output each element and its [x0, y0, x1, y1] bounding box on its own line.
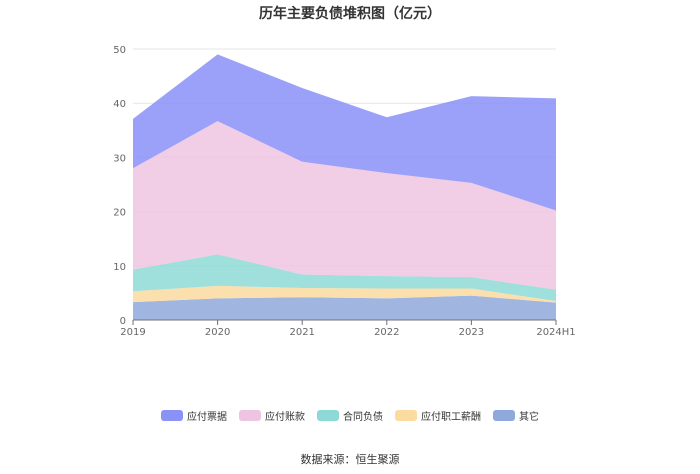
legend-swatch [317, 410, 339, 421]
legend-item[interactable]: 合同负债 [317, 408, 383, 423]
legend-item[interactable]: 应付票据 [161, 408, 227, 423]
area-series-4 [133, 54, 556, 211]
source-note: 数据来源：恒生聚源 [300, 453, 400, 466]
chart-title: 历年主要负债堆积图（亿元） [259, 6, 441, 22]
x-tick-label: 2021 [289, 327, 314, 338]
y-tick-label: 30 [113, 153, 126, 164]
legend-swatch [239, 410, 261, 421]
y-tick-label: 20 [113, 208, 126, 219]
y-tick-label: 50 [113, 45, 126, 56]
area-series-0 [133, 295, 556, 320]
axes: 0 10 20 30 40 50 2019 2020 2021 2022 2023 2024H1 [113, 45, 575, 338]
legend-item[interactable]: 应付账款 [239, 408, 305, 423]
legend-label: 应付票据 [187, 412, 227, 423]
x-tick-label: 2020 [205, 327, 230, 338]
legend-label: 其它 [519, 412, 539, 423]
x-tick-label: 2023 [459, 327, 484, 338]
stacked-areas [133, 54, 556, 320]
legend-label: 应付账款 [265, 412, 305, 423]
y-tick-label: 40 [113, 99, 126, 110]
legend-item[interactable]: 应付职工薪酬 [395, 408, 481, 423]
y-tick-label: 10 [113, 262, 126, 273]
legend: 应付票据 应付账款 合同负债 应付职工薪酬 其它 [0, 408, 700, 423]
legend-swatch [395, 410, 417, 421]
legend-swatch [493, 410, 515, 421]
legend-label: 合同负债 [343, 412, 383, 423]
y-tick-label: 0 [120, 316, 126, 327]
area-series-3 [133, 121, 556, 290]
x-tick-label: 2022 [374, 327, 399, 338]
legend-item[interactable]: 其它 [493, 408, 539, 423]
legend-label: 应付职工薪酬 [421, 412, 481, 423]
x-tick-label: 2019 [120, 327, 145, 338]
area-series-2 [133, 254, 556, 302]
legend-swatch [161, 410, 183, 421]
area-series-1 [133, 285, 556, 303]
x-tick-label: 2024H1 [536, 327, 575, 338]
